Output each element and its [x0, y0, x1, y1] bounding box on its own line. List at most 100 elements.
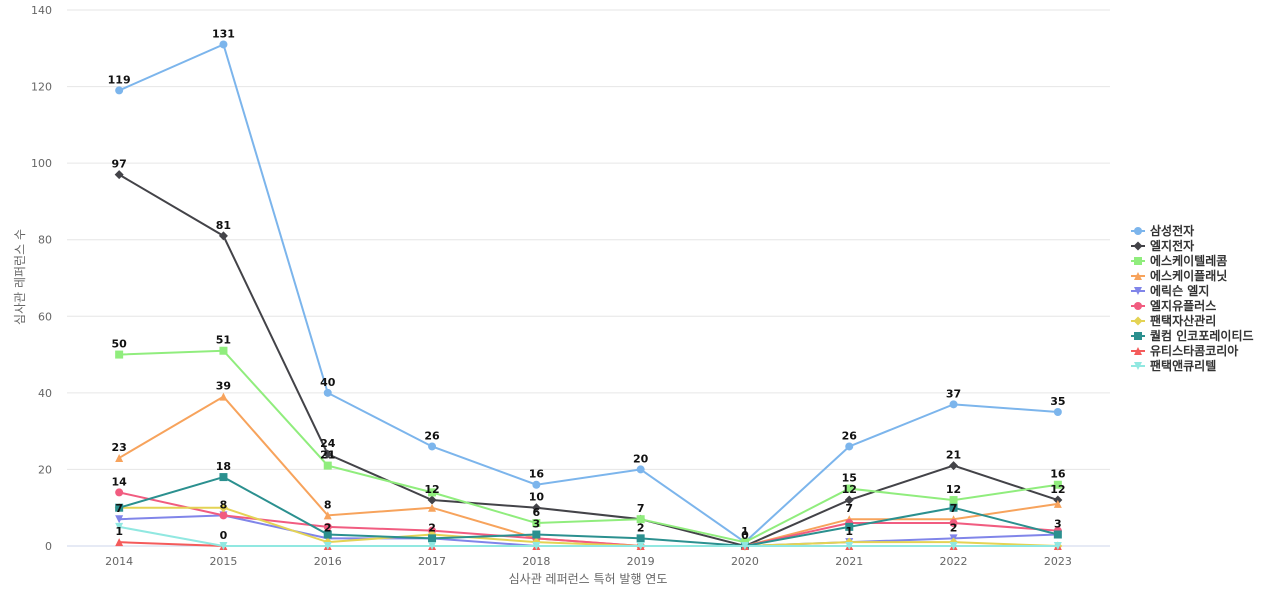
data-point: [531, 503, 541, 513]
data-point: [1053, 499, 1062, 508]
legend-item[interactable]: 엘지전자: [1131, 238, 1194, 253]
legend-marker: [1134, 227, 1142, 235]
series-1: [115, 40, 1062, 547]
x-tick-label: 2022: [940, 555, 968, 568]
legend-item[interactable]: 팬택자산관리: [1131, 313, 1216, 328]
data-label: 2: [950, 521, 958, 534]
data-label: 8: [324, 498, 332, 511]
data-label: 26: [424, 429, 440, 442]
data-point: [532, 542, 541, 550]
legend-marker: [1133, 316, 1143, 326]
data-point: [428, 442, 437, 451]
data-point: [949, 542, 958, 550]
data-point: [636, 465, 645, 474]
data-point: [219, 473, 228, 482]
data-label: 16: [1050, 468, 1066, 481]
data-labels: 1191314026162012637359781241210701221125…: [108, 27, 1066, 542]
legend-marker: [1134, 302, 1142, 310]
legend-item[interactable]: 에스케이플래닛: [1131, 268, 1227, 283]
x-tick-label: 2018: [522, 555, 550, 568]
legend-item[interactable]: 에릭슨 엘지: [1131, 283, 1209, 298]
data-label: 20: [633, 452, 649, 465]
x-tick-label: 2023: [1044, 555, 1072, 568]
data-point: [323, 530, 332, 539]
legend-label: 팬택앤큐리텔: [1150, 358, 1216, 373]
data-label: 2: [428, 521, 436, 534]
data-point: [115, 522, 124, 531]
data-point: [1053, 530, 1062, 539]
data-point: [532, 519, 541, 528]
data-label: 39: [216, 380, 231, 393]
data-label: 50: [111, 338, 127, 351]
series-line: [118, 476, 1059, 548]
series-line: [118, 43, 1058, 544]
data-label: 21: [946, 449, 961, 462]
y-tick-label: 0: [45, 540, 52, 553]
data-label: 7: [950, 502, 958, 515]
data-point: [949, 461, 959, 471]
series-line: [119, 506, 1058, 547]
legend-marker: [1134, 272, 1142, 280]
grid-lines: [67, 9, 1110, 470]
data-point: [115, 515, 124, 524]
legend-item[interactable]: 삼성전자: [1131, 223, 1194, 238]
data-point: [949, 519, 958, 528]
legend-item[interactable]: 퀄컴 인코포레이티드: [1131, 328, 1254, 343]
data-label: 119: [108, 73, 131, 86]
x-tick-label: 2017: [418, 555, 446, 568]
data-label: 16: [529, 468, 545, 481]
legend-marker: [1134, 347, 1142, 355]
data-point: [428, 488, 437, 497]
series-line: [119, 349, 1058, 544]
data-point: [219, 40, 228, 49]
data-label: 81: [216, 219, 231, 232]
data-point: [219, 346, 228, 355]
y-tick-label: 140: [31, 4, 52, 17]
y-tick-label: 40: [38, 387, 52, 400]
data-label: 1: [845, 525, 853, 538]
data-label: 21: [320, 449, 335, 462]
legend-label: 엘지전자: [1150, 238, 1194, 253]
data-label: 12: [424, 483, 439, 496]
data-label: 51: [216, 334, 231, 347]
data-point: [323, 388, 332, 397]
y-tick-label: 20: [38, 463, 52, 476]
data-point: [323, 449, 333, 459]
data-label: 0: [741, 529, 749, 542]
data-label: 23: [111, 441, 126, 454]
legend-item[interactable]: 에스케이텔레콤: [1131, 253, 1227, 268]
data-point: [949, 503, 958, 512]
legend-item[interactable]: 팬택앤큐리텔: [1131, 358, 1216, 373]
data-point: [949, 400, 958, 409]
data-point: [636, 542, 645, 550]
data-point: [1053, 408, 1062, 416]
y-axis-title: 심사관 레퍼런스 수: [13, 229, 27, 325]
x-axis-title: 심사관 레퍼런스 특허 발행 연도: [509, 571, 668, 586]
x-tick-label: 2021: [835, 555, 863, 568]
data-point: [427, 495, 437, 505]
data-point: [1053, 480, 1062, 489]
legend-marker: [1134, 362, 1142, 370]
data-point: [636, 515, 645, 524]
data-label: 15: [842, 472, 857, 485]
data-point: [845, 442, 854, 451]
legend-marker: [1134, 257, 1142, 265]
legend-label: 삼성전자: [1150, 223, 1194, 238]
data-point: [323, 542, 332, 550]
legend-item[interactable]: 유티스타콤코리아: [1131, 343, 1238, 358]
data-point: [1053, 542, 1062, 550]
data-label: 37: [946, 387, 961, 400]
data-point: [115, 503, 124, 512]
data-point: [844, 495, 854, 505]
legend-marker: [1134, 332, 1142, 340]
data-point: [428, 542, 437, 550]
data-label: 8: [220, 498, 228, 511]
series-group: [114, 40, 1063, 551]
series-line: [118, 491, 1058, 547]
legend-item[interactable]: 엘지유플러스: [1131, 298, 1216, 313]
y-tick-label: 60: [38, 310, 52, 323]
data-point: [218, 231, 228, 241]
